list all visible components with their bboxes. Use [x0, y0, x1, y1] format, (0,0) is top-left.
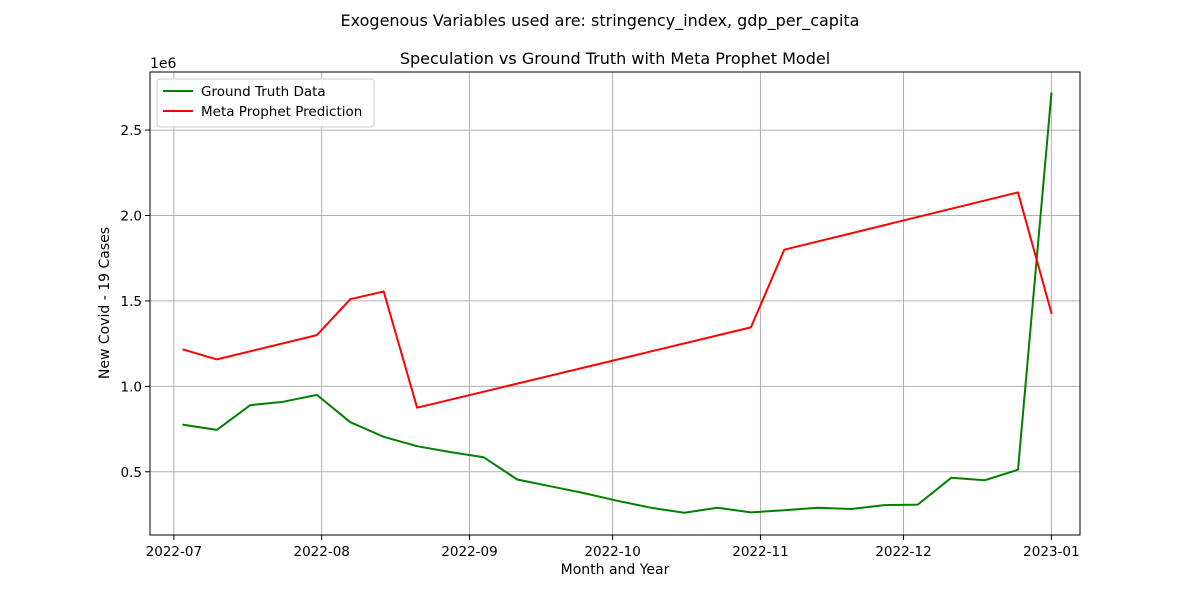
y-tick-label: 2.0 [121, 209, 142, 225]
x-tick-label: 2022-08 [293, 544, 349, 560]
plot-area-frame [149, 71, 1081, 536]
axis-ticks: 2022-07 2022-08 2022-09 2022-10 2022-11 2022-… [121, 123, 1080, 560]
x-tick-label: 2022-07 [146, 544, 202, 560]
legend-box [156, 78, 375, 128]
x-tick-label: 2022-10 [584, 544, 640, 560]
x-tick-label: 2022-11 [732, 544, 788, 560]
y-tick-label: 1.5 [121, 294, 142, 310]
x-tick-label: 2022-09 [441, 544, 497, 560]
y-tick-label: 0.5 [121, 465, 142, 481]
series-lines [182, 92, 1053, 514]
y-tick-label: 1.0 [121, 379, 142, 395]
x-tick-label: 2023-01 [1023, 544, 1079, 560]
y-offset-label: 1e6 [150, 56, 177, 72]
legend: Ground Truth Data Meta Prophet Predictio… [156, 78, 375, 128]
y-axis-label: New Covid - 19 Cases [97, 227, 113, 379]
ground-truth-line [182, 92, 1053, 514]
y-tick-label: 2.5 [121, 123, 142, 139]
figure-suptitle: Exogenous Variables used are: stringency… [341, 11, 860, 31]
x-tick-label: 2022-12 [875, 544, 931, 560]
legend-label-meta-prophet: Meta Prophet Prediction [201, 104, 362, 120]
legend-label-ground-truth: Ground Truth Data [201, 84, 326, 100]
meta-prophet-prediction-line [182, 191, 1053, 409]
chart-title: Speculation vs Ground Truth with Meta Pr… [400, 49, 830, 68]
x-axis-label: Month and Year [561, 562, 670, 578]
